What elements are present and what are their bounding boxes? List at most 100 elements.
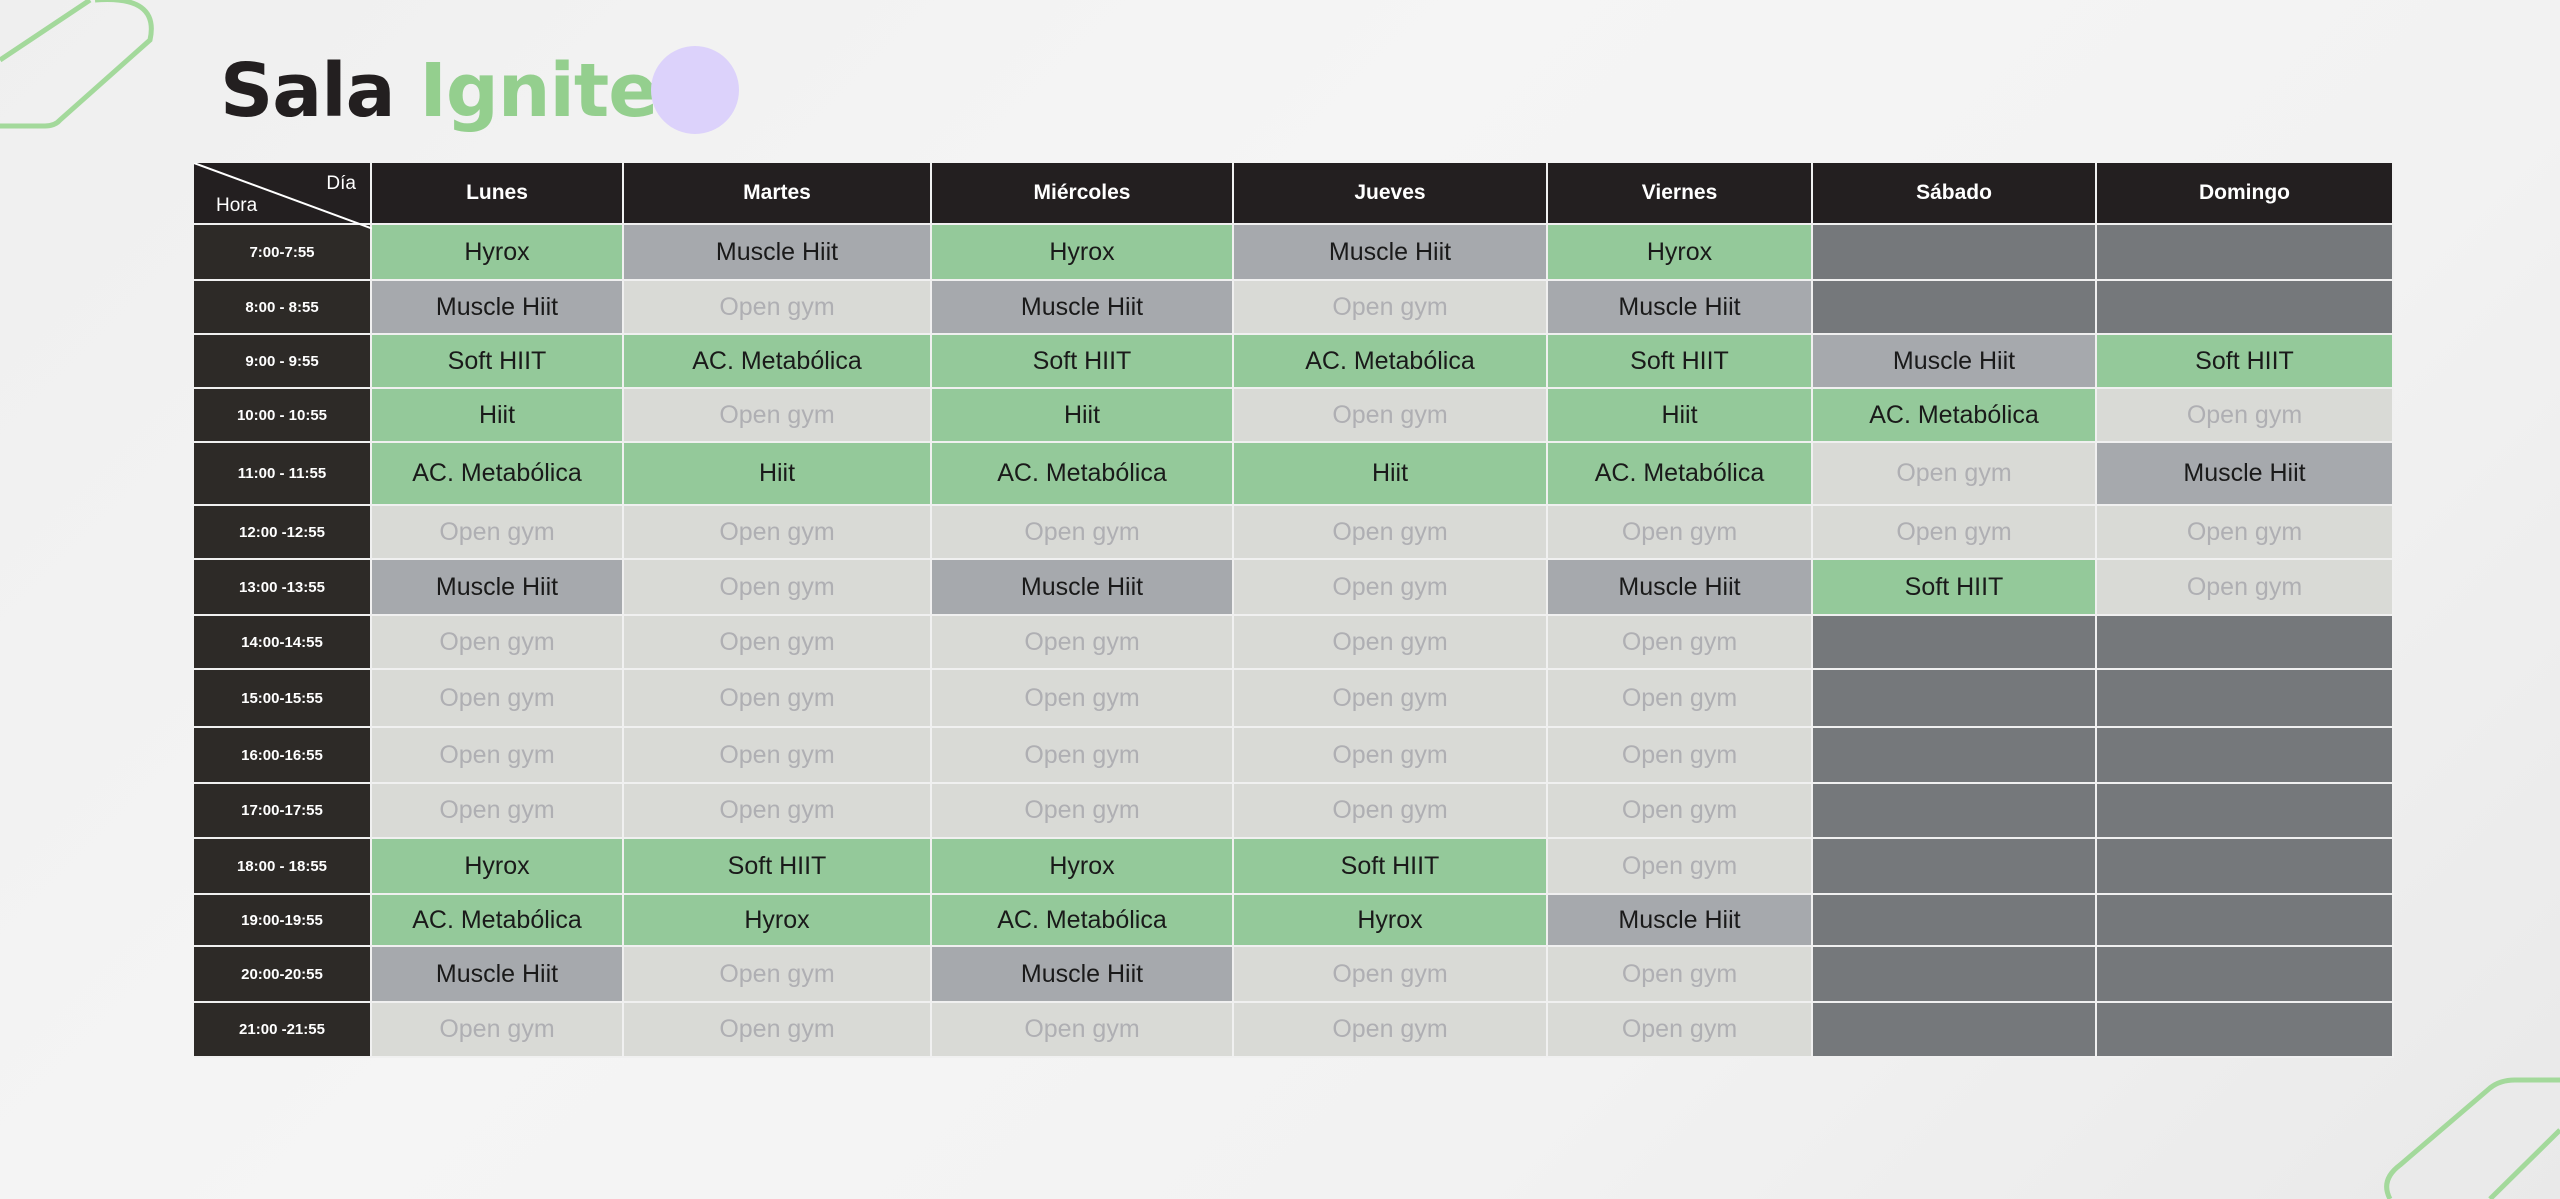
time-slot-label: 8:00 - 8:55 [194,281,372,335]
schedule-cell: Muscle Hiit [932,281,1234,335]
schedule-cell: AC. Metabólica [624,335,932,389]
schedule-cell: Soft HIIT [932,335,1234,389]
schedule-cell: Open gym [1548,784,1813,839]
closed-slot [1813,839,2097,895]
schedule-cell: Soft HIIT [624,839,932,895]
schedule-cell: Open gym [1234,389,1548,443]
schedule-cell: Open gym [1548,670,1813,728]
schedule-cell: Open gym [1813,443,2097,506]
schedule-cell: AC. Metabólica [932,895,1234,947]
schedule-cell: Open gym [372,670,624,728]
time-slot-label: 15:00-15:55 [194,670,372,728]
schedule-cell: Open gym [624,1003,932,1058]
closed-slot [2097,947,2394,1003]
closed-slot [1813,281,2097,335]
schedule-cell: Soft HIIT [1234,839,1548,895]
schedule-cell: Open gym [2097,506,2394,560]
schedule-cell: AC. Metabólica [1548,443,1813,506]
schedule-cell: AC. Metabólica [1813,389,2097,443]
time-slot-label: 18:00 - 18:55 [194,839,372,895]
schedule-cell: Open gym [932,728,1234,784]
closed-slot [1813,225,2097,281]
schedule-cell: Open gym [1548,947,1813,1003]
closed-slot [1813,1003,2097,1058]
schedule-cell: Hiit [1234,443,1548,506]
closed-slot [2097,839,2394,895]
schedule-cell: Hyrox [932,839,1234,895]
closed-slot [1813,728,2097,784]
schedule-cell: Muscle Hiit [2097,443,2394,506]
schedule-cell: Hiit [624,443,932,506]
time-slot-label: 12:00 -12:55 [194,506,372,560]
schedule-cell: AC. Metabólica [372,443,624,506]
schedule-cell: Open gym [1548,506,1813,560]
schedule-cell: Open gym [1548,728,1813,784]
time-slot-label: 19:00-19:55 [194,895,372,947]
schedule-cell: Open gym [1234,281,1548,335]
schedule-cell: Soft HIIT [1813,560,2097,616]
title-word-ignite: Ignite [419,48,658,134]
schedule-cell: Muscle Hiit [624,225,932,281]
day-header-lunes: Lunes [372,163,624,225]
schedule-cell: Open gym [1234,560,1548,616]
schedule-cell: Open gym [1234,506,1548,560]
schedule-cell: Open gym [1548,839,1813,895]
closed-slot [1813,947,2097,1003]
schedule-cell: Open gym [624,506,932,560]
day-header-domingo: Domingo [2097,163,2394,225]
schedule-cell: Hyrox [1548,225,1813,281]
page-title: Sala Ignite [220,48,658,134]
closed-slot [1813,616,2097,670]
schedule-cell: Open gym [624,560,932,616]
time-slot-label: 16:00-16:55 [194,728,372,784]
schedule-cell: Open gym [372,784,624,839]
closed-slot [2097,225,2394,281]
schedule-cell: Open gym [1813,506,2097,560]
schedule-cell: AC. Metabólica [932,443,1234,506]
closed-slot [2097,670,2394,728]
purple-dot-decoration [651,46,739,134]
closed-slot [2097,1003,2394,1058]
schedule-cell: Open gym [932,784,1234,839]
schedule-cell: Hiit [372,389,624,443]
schedule-cell: Open gym [1234,670,1548,728]
schedule-cell: Open gym [2097,389,2394,443]
hour-axis-label: Hora [216,195,258,216]
schedule-cell: Hyrox [372,839,624,895]
schedule-cell: Open gym [372,506,624,560]
schedule-cell: Open gym [624,281,932,335]
day-header-sábado: Sábado [1813,163,2097,225]
closed-slot [2097,281,2394,335]
time-slot-label: 13:00 -13:55 [194,560,372,616]
schedule-cell: Open gym [1234,616,1548,670]
schedule-cell: AC. Metabólica [1234,335,1548,389]
closed-slot [1813,670,2097,728]
closed-slot [2097,728,2394,784]
title-word-sala: Sala [220,48,396,134]
schedule-cell: Hiit [932,389,1234,443]
schedule-cell: Hyrox [1234,895,1548,947]
schedule-cell: Open gym [624,616,932,670]
schedule-cell: Open gym [2097,560,2394,616]
schedule-cell: Hyrox [372,225,624,281]
decorative-green-lines-top-left [0,0,154,129]
schedule-cell: Open gym [932,1003,1234,1058]
schedule-cell: Muscle Hiit [932,560,1234,616]
schedule-cell: Muscle Hiit [932,947,1234,1003]
schedule-cell: Muscle Hiit [372,947,624,1003]
schedule-cell: Open gym [624,947,932,1003]
schedule-cell: AC. Metabólica [372,895,624,947]
schedule-cell: Soft HIIT [2097,335,2394,389]
schedule-cell: Open gym [1234,784,1548,839]
schedule-table: Día Hora Lunes Martes Miércoles Jueves Viern… [194,163,2394,1058]
schedule-cell: Open gym [624,728,932,784]
closed-slot [2097,784,2394,839]
day-header-jueves: Jueves [1234,163,1548,225]
closed-slot [1813,784,2097,839]
schedule-cell: Muscle Hiit [1548,560,1813,616]
closed-slot [1813,895,2097,947]
schedule-cell: Muscle Hiit [1548,281,1813,335]
schedule-cell: Open gym [932,616,1234,670]
time-slot-label: 11:00 - 11:55 [194,443,372,506]
closed-slot [2097,616,2394,670]
